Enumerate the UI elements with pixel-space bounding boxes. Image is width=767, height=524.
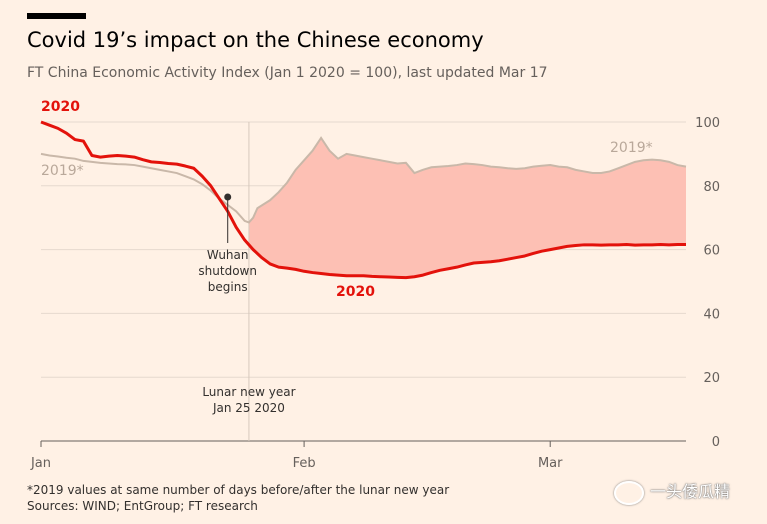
x-tick-label: Feb xyxy=(293,456,316,471)
footnote: *2019 values at same number of days befo… xyxy=(27,483,450,497)
series-line-2020 xyxy=(40,120,686,280)
wuhan-annotation-text: Wuhan xyxy=(207,248,249,262)
wuhan-annotation-text: shutdown xyxy=(198,264,257,278)
lunar-new-year-text: Jan 25 2020 xyxy=(212,401,285,415)
brand-rule xyxy=(27,13,86,19)
y-tick-label: 80 xyxy=(703,180,720,195)
watermark: 一头倭瓜精 xyxy=(614,478,730,505)
lunar-new-year-text: Lunar new year xyxy=(202,385,295,399)
series-label-2019-end: 2019* xyxy=(610,140,653,156)
gap-area xyxy=(248,137,687,278)
series-line-2019 xyxy=(40,136,687,224)
series-label-2020-start: 2020 xyxy=(41,99,80,115)
y-tick-label: 0 xyxy=(712,435,720,450)
y-tick-label: 20 xyxy=(703,371,720,386)
y-tick-label: 60 xyxy=(703,244,720,259)
watermark-text: 一头倭瓜精 xyxy=(650,482,731,501)
sources-note: Sources: WIND; EntGroup; FT research xyxy=(27,499,258,513)
series-label-2019-start: 2019* xyxy=(41,163,84,179)
chart-subtitle: FT China Economic Activity Index (Jan 1 … xyxy=(27,65,548,81)
wechat-icon xyxy=(614,480,644,505)
x-tick-label: Mar xyxy=(538,456,563,471)
page-title: Covid 19’s impact on the Chinese economy xyxy=(27,28,484,52)
series-label-2020-end: 2020 xyxy=(336,284,375,300)
x-tick-label: Jan xyxy=(30,456,51,471)
y-tick-label: 40 xyxy=(703,307,720,322)
wuhan-annotation-text: begins xyxy=(208,280,248,294)
wuhan-marker xyxy=(224,193,232,201)
y-tick-label: 100 xyxy=(695,116,720,131)
